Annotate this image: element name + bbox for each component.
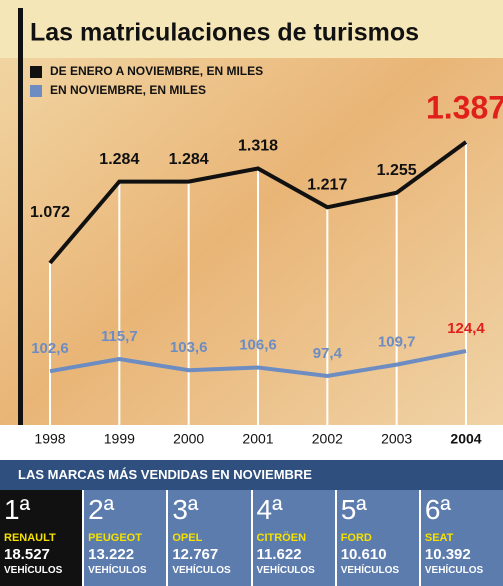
brand-units: 11.622	[257, 546, 335, 563]
brand-cell: 6ª SEAT 10.392 VEHÍCULOS	[419, 490, 503, 586]
chart-title: Las matriculaciones de turismos	[30, 19, 419, 47]
value-label: 106,6	[239, 336, 277, 353]
value-label: 1.072	[30, 204, 70, 221]
brand-unit-label: VEHÍCULOS	[425, 565, 503, 576]
x-tick-label: 2004	[450, 431, 481, 447]
x-tick-label: 2002	[312, 431, 343, 447]
legend-swatch	[30, 66, 42, 78]
x-tick-label: 1999	[104, 431, 135, 447]
x-tick-label: 2001	[242, 431, 273, 447]
value-label: 1.255	[377, 162, 417, 179]
brand-name: SEAT	[425, 532, 503, 544]
brand-cell: 5ª FORD 10.610 VEHÍCULOS	[335, 490, 419, 586]
brand-name: RENAULT	[4, 532, 82, 544]
value-label: 1.284	[169, 151, 209, 168]
brand-rank: 5ª	[341, 494, 419, 526]
ranking-cells: 1ª RENAULT 18.527 VEHÍCULOS 2ª PEUGEOT 13.222 V…	[0, 490, 503, 586]
brand-name: OPEL	[172, 532, 250, 544]
brand-cell: 4ª CITRÖEN 11.622 VEHÍCULOS	[251, 490, 335, 586]
brand-rank: 1ª	[4, 494, 82, 526]
value-label: 115,7	[101, 328, 138, 345]
value-label: 109,7	[378, 334, 416, 351]
value-label: 1.217	[307, 177, 347, 194]
brand-unit-label: VEHÍCULOS	[341, 565, 419, 576]
value-label: 103,6	[170, 339, 208, 356]
brand-cell: 1ª RENAULT 18.527 VEHÍCULOS	[0, 490, 82, 586]
chart: Las matriculaciones de turismos DE ENERO…	[0, 0, 503, 455]
brand-unit-label: VEHÍCULOS	[172, 565, 250, 576]
value-label: 1.284	[99, 151, 139, 168]
brand-unit-label: VEHÍCULOS	[4, 565, 82, 576]
brand-rank: 3ª	[172, 494, 250, 526]
value-label: 102,6	[31, 340, 69, 357]
value-label: 1.318	[238, 138, 278, 155]
legend-label: EN NOVIEMBRE, EN MILES	[50, 83, 206, 97]
brand-rank: 2ª	[88, 494, 166, 526]
brand-units: 18.527	[4, 546, 82, 563]
brand-name: CITRÖEN	[257, 532, 335, 544]
brand-rank: 6ª	[425, 494, 503, 526]
brand-units: 13.222	[88, 546, 166, 563]
ranking-title: LAS MARCAS MÁS VENDIDAS EN NOVIEMBRE	[0, 460, 503, 490]
accent-bar	[18, 8, 23, 425]
value-label: 97,4	[313, 345, 343, 362]
x-tick-label: 2000	[173, 431, 204, 447]
brand-units: 12.767	[172, 546, 250, 563]
brand-unit-label: VEHÍCULOS	[88, 565, 166, 576]
legend-swatch	[30, 85, 42, 97]
brand-unit-label: VEHÍCULOS	[257, 565, 335, 576]
legend-label: DE ENERO A NOVIEMBRE, EN MILES	[50, 64, 263, 78]
brand-name: FORD	[341, 532, 419, 544]
x-tick-label: 1998	[34, 431, 65, 447]
brand-units: 10.392	[425, 546, 503, 563]
infographic: Las matriculaciones de turismos DE ENERO…	[0, 0, 503, 586]
brand-cell: 3ª OPEL 12.767 VEHÍCULOS	[166, 490, 250, 586]
brand-name: PEUGEOT	[88, 532, 166, 544]
value-label: 1.387	[426, 89, 503, 125]
x-tick-label: 2003	[381, 431, 412, 447]
brand-rank: 4ª	[257, 494, 335, 526]
value-label: 124,4	[447, 320, 485, 337]
brand-units: 10.610	[341, 546, 419, 563]
brand-cell: 2ª PEUGEOT 13.222 VEHÍCULOS	[82, 490, 166, 586]
